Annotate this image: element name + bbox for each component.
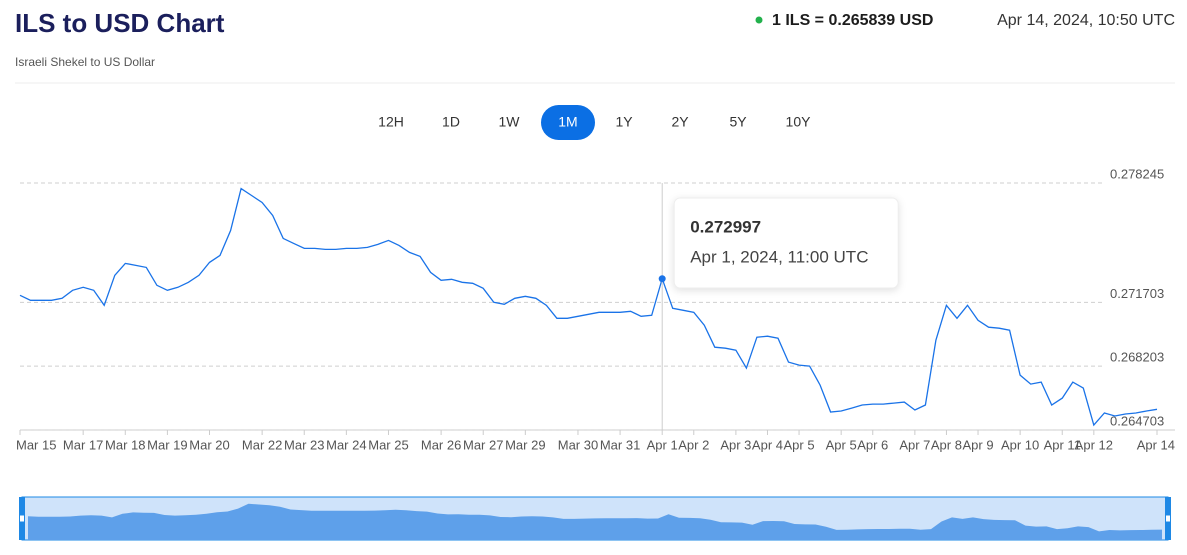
page-subtitle: Israeli Shekel to US Dollar (15, 55, 155, 69)
range-button[interactable]: 2Y (671, 114, 689, 130)
range-button[interactable]: 1Y (615, 114, 633, 130)
tooltip-label: Apr 1, 2024, 11:00 UTC (690, 247, 868, 266)
x-tick-label: Apr 2 (678, 437, 709, 452)
range-button-label: 10Y (786, 114, 812, 130)
y-tick-label: 0.268203 (1110, 350, 1164, 365)
live-dot (755, 16, 763, 24)
range-button-bg (541, 105, 595, 140)
range-button-label: 2Y (671, 114, 689, 130)
x-tick-label: Mar 29 (505, 437, 545, 452)
range-button-label: 1D (442, 114, 460, 130)
range-button-label: 1Y (615, 114, 633, 130)
tooltip-box (673, 197, 899, 289)
x-tick-label: Apr 12 (1075, 437, 1113, 452)
x-tick-label: Apr 6 (857, 437, 888, 452)
x-tick-label: Mar 23 (284, 437, 324, 452)
page-title: ILS to USD Chart (15, 8, 225, 38)
range-button[interactable]: 1D (442, 114, 460, 130)
x-tick-label: Mar 27 (463, 437, 503, 452)
x-tick-label: Apr 5 (784, 437, 815, 452)
range-button[interactable]: 10Y (786, 114, 812, 130)
hover-point (658, 275, 666, 283)
x-tick-label: Apr 4 (752, 437, 783, 452)
x-tick-label: Mar 25 (368, 437, 408, 452)
x-tick-label: Mar 19 (147, 437, 187, 452)
tooltip-value: 0.272997 (690, 217, 761, 236)
x-tick-label: Mar 24 (326, 437, 366, 452)
current-rate: 1 ILS = 0.265839 USD (772, 12, 933, 29)
range-button[interactable]: 1M (541, 105, 595, 140)
y-tick-label: 0.271703 (1110, 286, 1164, 301)
x-tick-label: Apr 1 (647, 437, 678, 452)
x-tick-label: Mar 15 (16, 437, 56, 452)
x-tick-label: Apr 5 (826, 437, 857, 452)
x-tick-label: Mar 26 (421, 437, 461, 452)
range-button[interactable]: 12H (378, 114, 404, 130)
x-tick-label: Apr 14 (1137, 437, 1175, 452)
x-tick-label: Mar 20 (189, 437, 229, 452)
price-line (19, 187, 1158, 427)
x-tick-label: Mar 22 (242, 437, 282, 452)
y-tick-label: 0.264703 (1110, 413, 1164, 428)
navigator-grip (1166, 515, 1170, 522)
x-tick-label: Apr 10 (1001, 437, 1039, 452)
x-tick-label: Apr 7 (899, 437, 930, 452)
range-button-label: 5Y (729, 114, 747, 130)
x-tick-label: Mar 31 (600, 437, 640, 452)
navigator-grip (20, 515, 24, 522)
range-button[interactable]: 5Y (729, 114, 747, 130)
x-tick-label: Apr 3 (720, 437, 751, 452)
rate-timestamp: Apr 14, 2024, 10:50 UTC (997, 12, 1175, 29)
x-tick-label: Mar 18 (105, 437, 145, 452)
x-tick-label: Apr 9 (962, 437, 993, 452)
range-button-label: 12H (378, 114, 404, 130)
x-tick-label: Mar 30 (558, 437, 598, 452)
plot-area: 0.264703 0.268203 0.271703 0.278245 Mar 15 Ma… (16, 166, 1175, 452)
navigator-area (28, 503, 1162, 540)
range-selector: 12H 1D 1W 1M 1Y 2Y 5Y 10Y (378, 105, 811, 140)
navigator (19, 496, 1171, 541)
x-tick-label: Apr 11 (1044, 437, 1081, 452)
range-button-label: 1M (558, 114, 577, 130)
y-tick-label: 0.278245 (1110, 166, 1164, 181)
x-tick-label: Mar 17 (63, 437, 103, 452)
x-tick-label: Apr 8 (931, 437, 962, 452)
range-button[interactable]: 1W (499, 114, 521, 130)
range-button-label: 1W (499, 114, 521, 130)
